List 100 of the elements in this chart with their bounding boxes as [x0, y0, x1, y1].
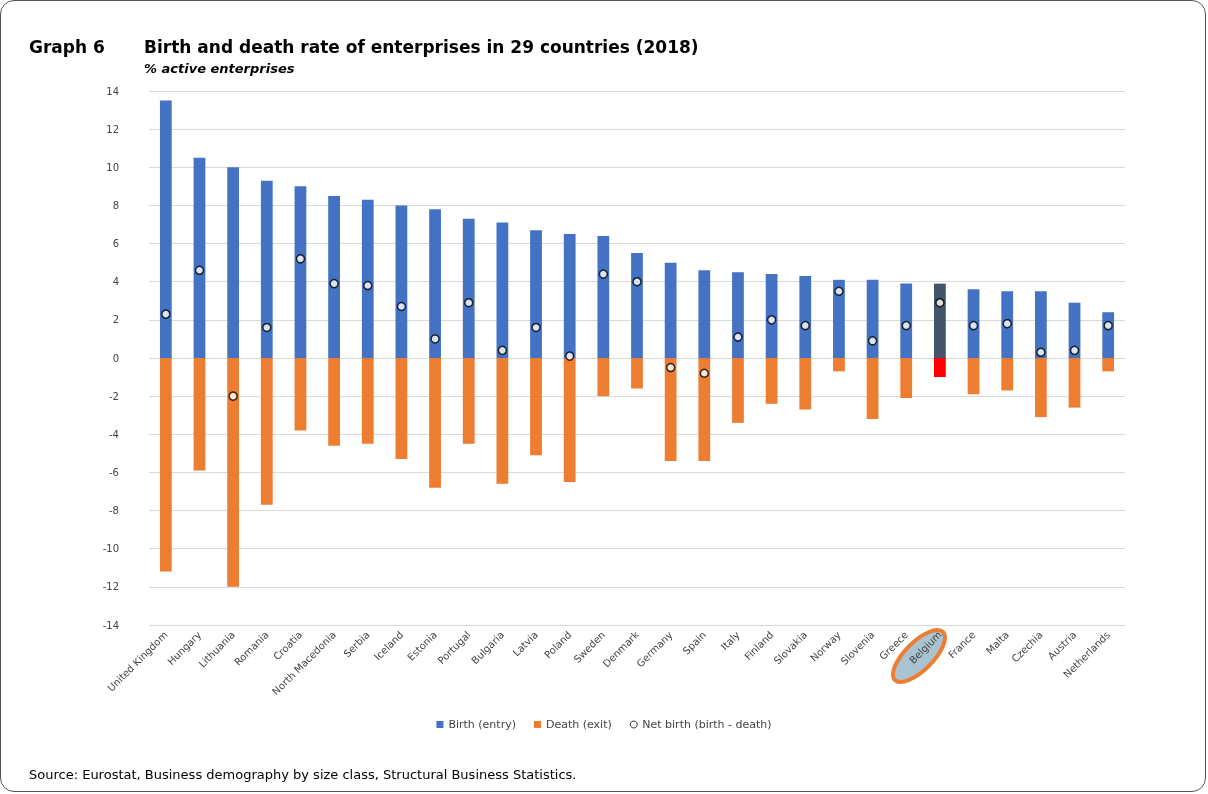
bar: [698, 358, 711, 461]
point: [800, 320, 811, 331]
bar: [833, 279, 845, 358]
bar: [1034, 358, 1047, 418]
bar: [664, 358, 677, 461]
bar: [631, 253, 643, 358]
bar: [934, 358, 946, 378]
bar: [563, 358, 576, 482]
point: [295, 254, 306, 264]
point: [396, 301, 407, 312]
legend-label: Birth (entry): [448, 718, 516, 731]
bar: [328, 358, 340, 446]
bar: [1102, 358, 1115, 372]
bar: [866, 279, 879, 358]
bar: [361, 358, 374, 444]
bar: [967, 358, 980, 395]
bar: [765, 274, 778, 358]
y-tick-label: 12: [106, 123, 119, 135]
bar: [866, 358, 879, 420]
bar: [260, 180, 273, 358]
bar: [361, 199, 374, 358]
y-tick-label: -8: [109, 505, 119, 517]
point: [766, 315, 777, 325]
point: [262, 322, 272, 333]
point: [935, 297, 945, 308]
bar: [395, 358, 408, 460]
bar: [900, 283, 913, 358]
bar: [193, 157, 206, 358]
y-tick-label: -6: [109, 466, 119, 478]
bar: [496, 222, 509, 358]
bar: [496, 358, 509, 484]
bar: [193, 358, 206, 471]
bar: [429, 358, 441, 488]
bar: [530, 358, 542, 456]
bar: [664, 262, 677, 358]
point: [1036, 347, 1046, 358]
y-tick-label: -14: [102, 619, 119, 631]
point: [228, 391, 238, 401]
point: [665, 362, 676, 373]
y-tick-label: 2: [112, 314, 119, 326]
bar: [159, 358, 172, 572]
bar: [1001, 291, 1014, 358]
y-tick-label: -4: [109, 428, 119, 440]
point: [733, 332, 743, 342]
legend-label: Net birth (birth - death): [642, 718, 772, 731]
bar: [395, 205, 408, 358]
bar: [328, 195, 340, 358]
point: [194, 265, 205, 276]
point: [1002, 318, 1012, 329]
point: [531, 322, 541, 333]
bar: [799, 275, 812, 358]
bar: [900, 358, 913, 399]
point: [699, 368, 710, 378]
bar: [732, 272, 744, 358]
bar: [563, 234, 576, 358]
y-tick-label: -10: [102, 543, 119, 555]
bar: [294, 186, 307, 358]
bar: [833, 358, 845, 372]
source-note: Source: Eurostat, Business demography by size class, Structural Business Statistics.: [29, 767, 577, 782]
y-tick-label: 10: [106, 161, 119, 173]
bar: [260, 358, 273, 505]
point: [564, 351, 575, 361]
bar: [429, 209, 441, 358]
point: [463, 297, 474, 308]
bar: [934, 283, 946, 358]
point: [598, 269, 609, 279]
y-tick-label: 6: [112, 238, 119, 250]
bar: [1001, 358, 1014, 391]
bar: [227, 167, 240, 358]
bar: [597, 235, 610, 358]
bar: [597, 358, 610, 397]
bar: [765, 358, 778, 404]
point: [329, 278, 339, 289]
point: [901, 320, 911, 331]
chart-title: Birth and death rate of enterprises in 29 countries (2018): [144, 37, 699, 57]
bar: [530, 230, 542, 358]
bar: [799, 358, 812, 410]
point: [1103, 320, 1113, 331]
point: [363, 280, 373, 291]
bar: [227, 358, 240, 587]
bar: [294, 358, 307, 431]
point: [430, 334, 440, 344]
point: [161, 309, 171, 319]
y-tick-label: 0: [112, 352, 119, 364]
bar: [159, 100, 172, 358]
point: [968, 320, 979, 331]
bar: [462, 218, 475, 358]
bar: [698, 270, 711, 358]
y-tick-label: 4: [112, 276, 119, 288]
point: [632, 276, 642, 287]
bar: [631, 358, 643, 389]
point: [497, 345, 508, 356]
bar: [1034, 291, 1047, 358]
point: [834, 286, 844, 296]
point: [1069, 345, 1080, 356]
y-tick-label: -12: [102, 581, 119, 593]
y-tick-label: 8: [112, 199, 119, 211]
bar: [732, 358, 744, 423]
bar: [462, 358, 475, 444]
legend-label: Death (exit): [545, 718, 612, 731]
